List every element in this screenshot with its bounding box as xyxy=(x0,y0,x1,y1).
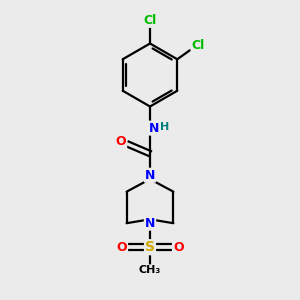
Text: O: O xyxy=(173,241,184,254)
Text: Cl: Cl xyxy=(192,39,205,52)
Text: N: N xyxy=(148,122,159,135)
Text: H: H xyxy=(160,122,169,132)
Text: Cl: Cl xyxy=(143,14,157,27)
Text: N: N xyxy=(145,217,155,230)
Text: O: O xyxy=(116,241,127,254)
Text: CH₃: CH₃ xyxy=(139,265,161,275)
Text: O: O xyxy=(116,135,126,148)
Text: N: N xyxy=(145,169,155,182)
Text: S: S xyxy=(145,240,155,254)
